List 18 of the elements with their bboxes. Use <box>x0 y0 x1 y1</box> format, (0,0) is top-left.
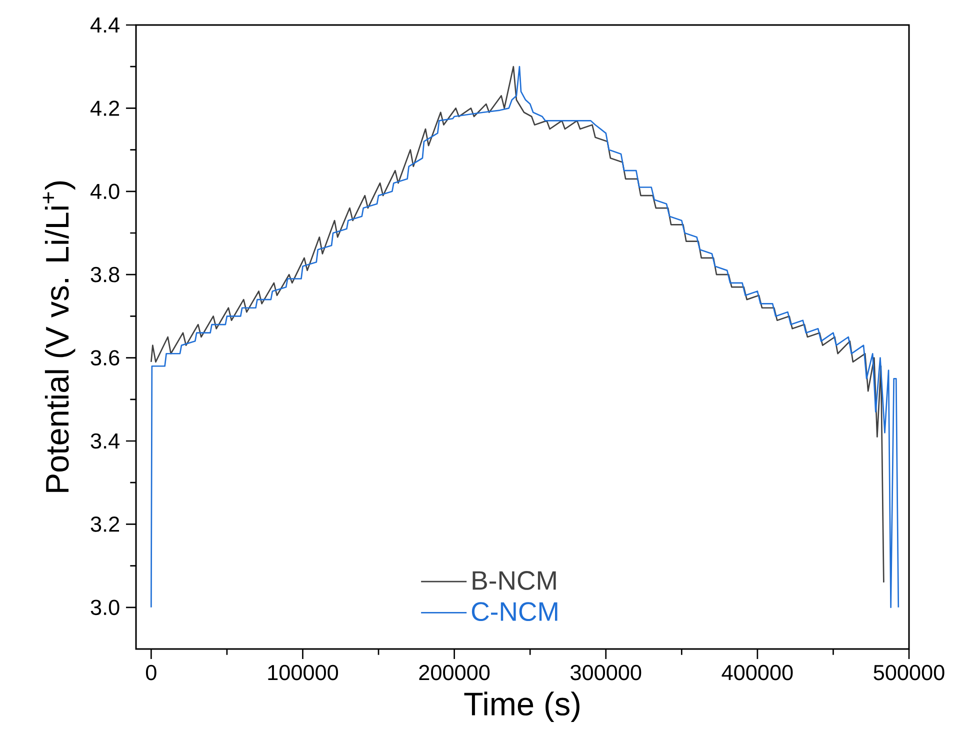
y-tick-label: 3.8 <box>90 266 120 282</box>
y-tick-label: 4.4 <box>90 18 120 32</box>
x-tick-label: 300000 <box>570 664 642 680</box>
x-axis-title: Time (s) <box>464 692 580 722</box>
y-tick-label: 3.0 <box>90 600 120 616</box>
legend-label: B-NCM <box>472 571 556 590</box>
x-tick-label: 400000 <box>722 664 793 680</box>
legend-label: C-NCM <box>472 602 558 622</box>
x-tick-label: 200000 <box>419 664 490 680</box>
y-axis-title: Potential (V vs. Li/Li$^{+}$) <box>42 181 76 492</box>
y-tick-label: 4.0 <box>90 184 120 200</box>
x-tick-label: 500000 <box>874 664 944 680</box>
y-tick-label: 3.6 <box>90 350 120 366</box>
y-tick-label: 3.4 <box>90 433 120 449</box>
y-tick-label: 3.2 <box>90 516 120 532</box>
x-tick-label: 0 <box>146 664 156 680</box>
y-tick-label: 4.2 <box>90 100 120 116</box>
x-tick-label: 100000 <box>268 664 338 680</box>
